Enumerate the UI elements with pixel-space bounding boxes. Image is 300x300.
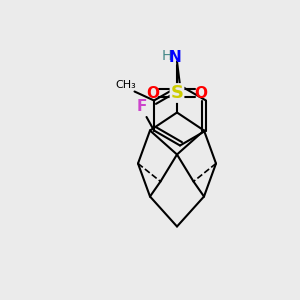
Text: O: O [194,85,208,100]
Text: O: O [146,85,160,100]
Text: CH₃: CH₃ [115,80,136,91]
Text: N: N [169,50,182,64]
Text: S: S [170,84,184,102]
Text: H: H [161,49,172,62]
Text: F: F [137,99,147,114]
